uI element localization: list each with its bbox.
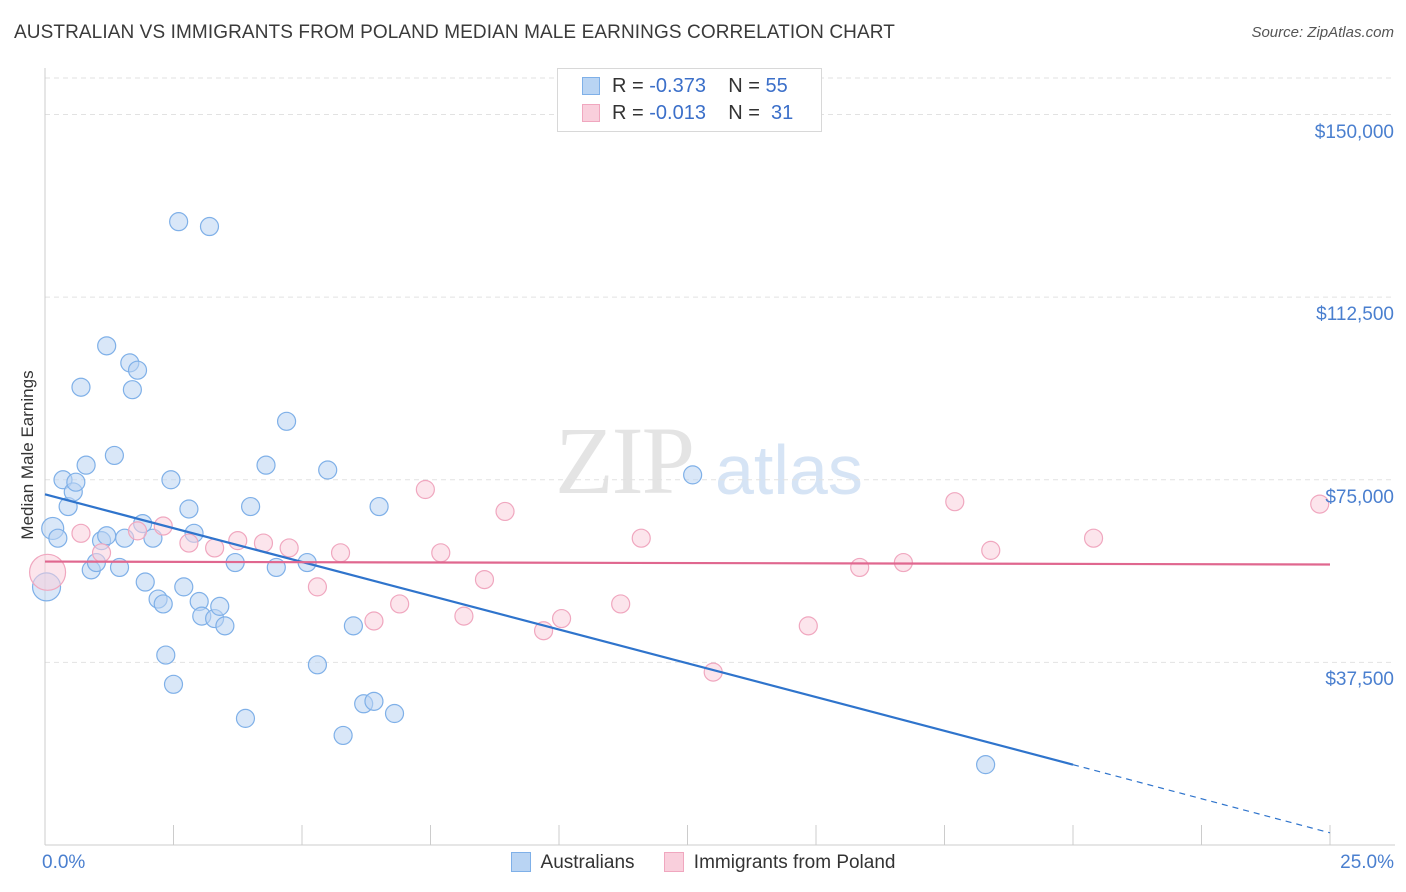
- poland-point: [495, 501, 515, 522]
- poland-point: [945, 492, 965, 512]
- poland-point: [71, 523, 91, 543]
- watermark-atlas: atlas: [715, 431, 863, 509]
- australians-point: [143, 528, 163, 548]
- australians-point: [109, 557, 130, 578]
- poland-point: [981, 540, 1001, 560]
- legend-n-label: N =: [728, 102, 766, 124]
- australians-point: [235, 708, 256, 728]
- poland-point: [390, 594, 410, 614]
- poland-point: [91, 543, 112, 563]
- australians-point: [76, 455, 96, 475]
- poland-point: [551, 608, 572, 629]
- australians-point: [163, 674, 184, 694]
- australians-point: [199, 216, 220, 237]
- legend-item-poland[interactable]: Immigrants from Poland: [663, 852, 896, 874]
- australians-point: [153, 594, 173, 614]
- poland-point: [179, 533, 199, 553]
- australians-point: [66, 472, 86, 492]
- y-axis-label: Median Male Earnings: [18, 370, 37, 540]
- australians-point: [179, 499, 199, 519]
- legend-r-label: R =: [612, 102, 650, 124]
- legend-swatch-poland: [582, 104, 600, 122]
- y-tick-label-75000: $75,000: [1325, 486, 1394, 508]
- poland-trend-line: [44, 560, 1331, 566]
- poland-point: [798, 616, 818, 636]
- australians-trend-line: [44, 493, 1074, 766]
- poland-point: [611, 594, 631, 614]
- x-tick-label-right: 25.0%: [1340, 852, 1394, 873]
- legend-n-value: 31: [771, 102, 794, 124]
- legend-row-australians: R = -0.373 N = 55: [582, 75, 788, 101]
- legend-label-australians: Australians: [540, 852, 635, 873]
- poland-point: [279, 538, 299, 558]
- poland-point: [454, 606, 474, 626]
- australians-point: [318, 460, 338, 480]
- australians-point: [135, 572, 155, 592]
- poland-point: [364, 611, 384, 631]
- legend-n-value: 55: [765, 75, 788, 97]
- poland-point: [28, 553, 67, 591]
- legend-r-value: -0.373: [649, 75, 706, 97]
- australians-point: [174, 577, 194, 597]
- legend-swatch-australians: [510, 852, 531, 872]
- y-tick-label-150000: $150,000: [1314, 121, 1394, 143]
- australians-point: [71, 377, 91, 397]
- australians-point: [97, 526, 117, 546]
- legend-label-poland: Immigrants from Poland: [693, 852, 896, 873]
- australians-point: [97, 336, 117, 356]
- legend-r-label: R =: [612, 75, 650, 97]
- australians-point: [307, 655, 328, 675]
- australians-trend-extension: [1072, 764, 1331, 834]
- australians-point: [241, 496, 261, 517]
- legend-item-australians[interactable]: Australians: [510, 852, 635, 874]
- australians-point: [122, 380, 142, 400]
- watermark-zip: ZIP: [555, 407, 695, 514]
- australians-point: [333, 725, 353, 746]
- australians-point: [104, 445, 124, 466]
- legend-row-poland: R = -0.013 N = 31: [582, 102, 793, 128]
- poland-point: [1083, 528, 1104, 548]
- chart-source: Source: ZipAtlas.com: [1251, 24, 1394, 41]
- legend-swatch-australians: [582, 77, 600, 95]
- australians-point: [169, 212, 189, 232]
- australians-point: [127, 360, 148, 380]
- poland-point: [127, 521, 148, 541]
- series-legend: Australians Immigrants from Poland: [0, 852, 1406, 874]
- y-tick-label-37500: $37,500: [1325, 669, 1394, 691]
- chart-title: AUSTRALIAN VS IMMIGRANTS FROM POLAND MED…: [14, 22, 895, 43]
- australians-point: [384, 703, 405, 724]
- australians-point: [369, 496, 389, 517]
- legend-n-label: N =: [728, 75, 766, 97]
- poland-point: [431, 543, 451, 563]
- australians-point: [976, 755, 996, 775]
- poland-point: [850, 557, 870, 578]
- australians-point: [276, 411, 297, 431]
- poland-point: [1310, 494, 1330, 514]
- poland-point: [474, 569, 495, 590]
- australians-point: [256, 455, 276, 475]
- australians-point: [343, 616, 363, 636]
- australians-point: [156, 645, 176, 665]
- australians-point: [364, 691, 384, 711]
- australians-point: [215, 616, 235, 636]
- poland-point: [631, 528, 651, 548]
- legend-r-value: -0.013: [649, 102, 706, 124]
- australians-point: [48, 528, 68, 548]
- poland-point: [330, 543, 351, 563]
- legend-swatch-poland: [663, 852, 684, 872]
- australians-point: [683, 465, 703, 485]
- x-tick-label-left: 0.0%: [42, 852, 86, 873]
- y-tick-label-112500: $112,500: [1316, 304, 1394, 326]
- australians-point: [161, 470, 181, 490]
- correlation-legend: R = -0.373 N = 55 R = -0.013 N = 31: [557, 68, 822, 132]
- poland-point: [415, 479, 435, 500]
- australians-point: [210, 596, 230, 616]
- poland-point: [307, 577, 328, 597]
